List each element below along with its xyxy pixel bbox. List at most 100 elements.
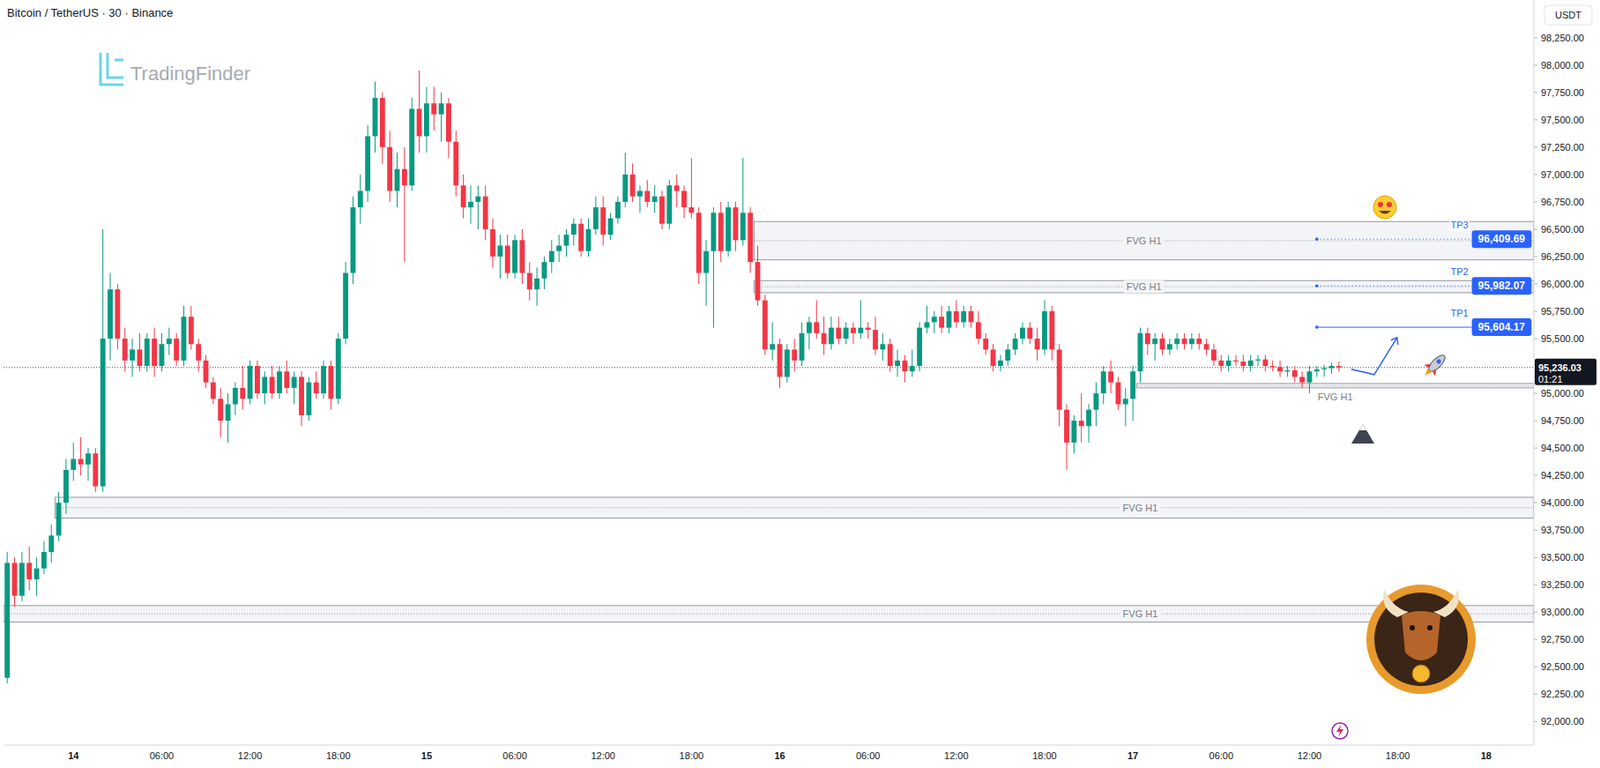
candle-body <box>247 365 254 399</box>
candle-body <box>1270 365 1276 367</box>
candle-body <box>195 343 201 361</box>
watermark: TradingFinder <box>100 52 251 85</box>
y-tick <box>1533 584 1538 586</box>
candle-body <box>107 289 113 339</box>
candle-body <box>968 311 975 322</box>
y-tick <box>1533 693 1538 695</box>
zones <box>3 221 1534 622</box>
y-tick <box>1533 91 1538 93</box>
candle-body <box>997 360 1004 366</box>
x-axis-line <box>3 744 1534 746</box>
x-tick-label: 12:00 <box>1297 750 1323 761</box>
mountain-icon <box>1351 424 1375 444</box>
candle-body <box>1307 371 1313 382</box>
candle-body <box>4 562 10 678</box>
candle-body <box>674 185 680 191</box>
candle-body <box>1123 398 1129 404</box>
candle-body <box>254 365 261 394</box>
target-name: TP2 <box>1450 266 1468 277</box>
candle-body <box>681 191 687 209</box>
y-tick <box>1533 311 1538 313</box>
candle-body <box>659 196 665 224</box>
candle-body <box>718 212 724 251</box>
candle-body <box>210 382 216 400</box>
candle-body <box>1218 360 1224 366</box>
y-tick-label: 94,500.00 <box>1540 442 1585 454</box>
y-tick-label: 92,750.00 <box>1540 633 1585 645</box>
candle-body <box>327 365 334 399</box>
fvg-zone <box>1136 383 1534 388</box>
candle-body <box>519 239 525 273</box>
candle-body <box>527 273 533 291</box>
candle-body <box>453 141 459 187</box>
bull-logo <box>1366 584 1476 694</box>
chart-title: Bitcoin / TetherUS · 30 · Binance <box>7 6 173 20</box>
fvg-zone <box>3 605 1534 623</box>
candle-body <box>593 207 599 230</box>
candle-body <box>394 169 401 192</box>
y-tick-label: 97,250.00 <box>1540 141 1585 153</box>
candle-body <box>1026 327 1033 339</box>
candle-body <box>828 327 834 345</box>
watermark-text: TradingFinder <box>130 62 251 85</box>
candle-body <box>364 135 371 191</box>
candle-body <box>931 316 938 322</box>
y-tick-label: 93,750.00 <box>1540 524 1585 536</box>
candle-body <box>122 338 128 361</box>
candle-body <box>1248 360 1254 366</box>
y-tick <box>1533 557 1538 559</box>
candle-body <box>439 103 445 114</box>
candle-body <box>762 300 768 350</box>
fvg-label: FVG H1 <box>1126 281 1162 292</box>
candle-wick <box>706 239 707 306</box>
candle-body <box>1034 338 1041 350</box>
candle-body <box>129 349 135 360</box>
target-value: 95,982.07 <box>1478 279 1526 292</box>
candle-body <box>1182 338 1188 344</box>
candle-body <box>166 338 172 344</box>
countdown: 01:21 <box>1538 373 1563 385</box>
candle-body <box>1211 349 1217 360</box>
candle-body <box>1196 338 1202 344</box>
candle-body <box>1093 393 1099 410</box>
y-tick-label: 96,750.00 <box>1540 196 1585 208</box>
page: {"chart_data": { "type": "candlestick", … <box>0 0 1600 768</box>
watermark-icon <box>100 52 124 85</box>
rocket-body <box>1426 352 1448 374</box>
candle-body <box>586 229 592 252</box>
candle-body <box>777 343 783 377</box>
candle-body <box>600 207 606 235</box>
candle-body <box>1071 420 1077 443</box>
y-tick <box>1533 200 1538 202</box>
candle-body <box>1064 409 1070 443</box>
y-tick <box>1533 173 1538 175</box>
candle-body <box>12 562 18 596</box>
candle-body <box>497 245 503 257</box>
candle-body <box>1138 333 1144 372</box>
y-tick-label: 98,250.00 <box>1540 32 1585 44</box>
y-tick <box>1533 420 1538 422</box>
candle-body <box>1086 409 1092 427</box>
x-tick-label: 17 <box>1127 750 1139 761</box>
candle-body <box>850 327 856 334</box>
candle-body <box>630 174 636 197</box>
y-tick <box>1533 475 1538 477</box>
candle-body <box>644 191 650 202</box>
candle-body <box>483 196 489 230</box>
y-tick-label: 96,250.00 <box>1540 251 1585 262</box>
candle-body <box>1101 371 1107 394</box>
last-price-box <box>1534 358 1597 386</box>
last-price-value: 95,236.03 <box>1538 362 1582 373</box>
candle-body <box>571 223 577 235</box>
candle-body <box>505 245 511 274</box>
candle-body <box>159 343 165 366</box>
candle-body <box>1130 371 1136 399</box>
candle-body <box>85 453 91 464</box>
fvg-midline <box>54 506 1534 508</box>
fvg-label: FVG H1 <box>1126 235 1162 246</box>
rocket-flame <box>1422 368 1431 377</box>
target-line <box>1317 327 1473 328</box>
candle-body <box>901 360 908 372</box>
y-tick <box>1533 228 1538 230</box>
unit-box <box>1544 5 1593 25</box>
